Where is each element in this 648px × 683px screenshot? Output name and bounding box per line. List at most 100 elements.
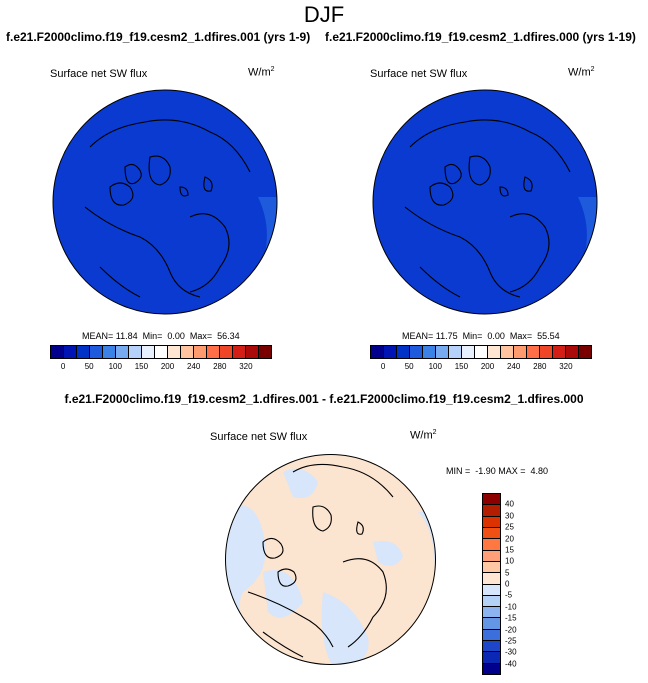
colorbar-swatch [483,516,500,528]
colorbar-tick-label: 10 [505,556,514,566]
colorbar-swatch [566,346,579,358]
colorbar-swatch [462,346,475,358]
panel-right-units: W/m2 [568,66,595,79]
map-boundary [52,89,278,315]
panel-right-polar-map [372,89,598,315]
colorbar-swatch [155,346,168,358]
difference-variable-label: Surface net SW flux [210,431,308,443]
colorbar-tick-label: -25 [505,636,517,646]
colorbar-swatch [90,346,103,358]
colorbar-swatch [483,595,500,608]
panel-right-variable-label: Surface net SW flux [370,68,468,80]
colorbar-swatch [475,346,488,358]
colorbar-tick-label: 150 [454,362,469,371]
colorbar-swatch [220,346,233,358]
colorbar-tick-label: 320 [559,362,573,371]
colorbar-swatch [483,663,500,674]
difference-stats: MIN = -1.90 MAX = 4.80 [446,466,549,476]
ocean-fill [373,90,597,314]
colorbar-swatch [553,346,566,358]
colorbar-swatch [483,584,500,596]
colorbar-swatch [579,346,591,358]
colorbar-swatch [384,346,397,358]
negative-region [263,570,303,618]
colorbar-tick-label: 150 [134,362,149,371]
difference-colorbar [482,493,501,675]
colorbar-tick-label: -10 [505,602,517,612]
colorbar-swatch [483,607,500,619]
panel-left-polar-map [52,89,278,315]
colorbar-swatch [51,346,64,358]
colorbar-swatch [259,346,271,358]
colorbar-swatch [233,346,246,358]
colorbar-swatch [483,573,500,585]
colorbar-swatch [423,346,436,358]
colorbar-swatch [483,494,500,506]
colorbar-swatch [129,346,142,358]
colorbar-tick-label: 30 [505,511,514,521]
colorbar-swatch [540,346,553,358]
colorbar-swatch [483,629,500,642]
panel-right-stats: MEAN= 11.75 Min= 0.00 Max= 55.54 [402,331,560,341]
colorbar-swatch [514,346,527,358]
colorbar-swatch [483,550,500,562]
colorbar-swatch [116,346,129,358]
panel-right-colorbar [370,345,592,359]
colorbar-tick-label: -5 [505,590,513,600]
colorbar-tick-label: 50 [84,362,94,371]
colorbar-tick-label: 5 [505,568,510,578]
coastlines [84,119,251,298]
colorbar-swatch [483,527,500,540]
colorbar-tick-label: 0 [380,362,386,371]
panel-left-stats: MEAN= 11.84 Min= 0.00 Max= 56.34 [82,331,240,341]
colorbar-tick-label: 280 [213,362,227,371]
colorbar-tick-label: 0 [505,579,510,589]
panel-left-variable-label: Surface net SW flux [50,68,148,80]
colorbar-tick-label: 200 [480,362,495,371]
colorbar-swatch [194,346,207,358]
colorbar-tick-label: 320 [239,362,253,371]
colorbar-tick-label: 50 [404,362,414,371]
colorbar-swatch [449,346,462,358]
colorbar-tick-label: 240 [186,362,201,371]
colorbar-swatch [168,346,181,358]
ocean-fill [53,90,277,314]
colorbar-swatch [371,346,384,358]
colorbar-tick-label: 40 [505,499,514,509]
coastlines [404,119,571,298]
colorbar-swatch [483,505,500,517]
colorbar-tick-label: 20 [505,534,514,543]
negative-region [373,541,403,566]
colorbar-swatch [483,618,500,630]
panel-left-colorbar [50,345,272,359]
colorbar-swatch [483,641,500,653]
colorbar-swatch [501,346,514,358]
colorbar-tick-label: 280 [533,362,547,371]
colorbar-tick-label: 100 [428,362,442,371]
colorbar-tick-label: 240 [506,362,521,371]
colorbar-tick-label: 100 [108,362,122,371]
colorbar-tick-label: -20 [505,625,517,634]
difference-units: W/m2 [410,429,437,442]
colorbar-swatch [483,652,500,664]
colorbar-swatch [207,346,220,358]
colorbar-tick-label: -15 [505,613,517,623]
colorbar-swatch [142,346,155,358]
colorbar-tick-label: -30 [505,647,517,657]
colorbar-swatch [527,346,540,358]
colorbar-tick-label: 15 [505,545,514,555]
colorbar-swatch [246,346,259,358]
colorbar-swatch [483,539,500,551]
panel-left-case-title: f.e21.F2000climo.f19_f19.cesm2_1.dfires.… [6,30,311,44]
colorbar-tick-label: 0 [60,362,66,371]
colorbar-swatch [397,346,410,358]
panel-left-units: W/m2 [248,66,275,79]
colorbar-swatch [103,346,116,358]
map-boundary [372,89,598,315]
negative-region [283,468,318,498]
colorbar-swatch [483,561,500,574]
difference-polar-map [225,454,436,665]
colorbar-tick-label: -40 [505,659,517,669]
colorbar-swatch [410,346,423,358]
colorbar-swatch [77,346,90,358]
